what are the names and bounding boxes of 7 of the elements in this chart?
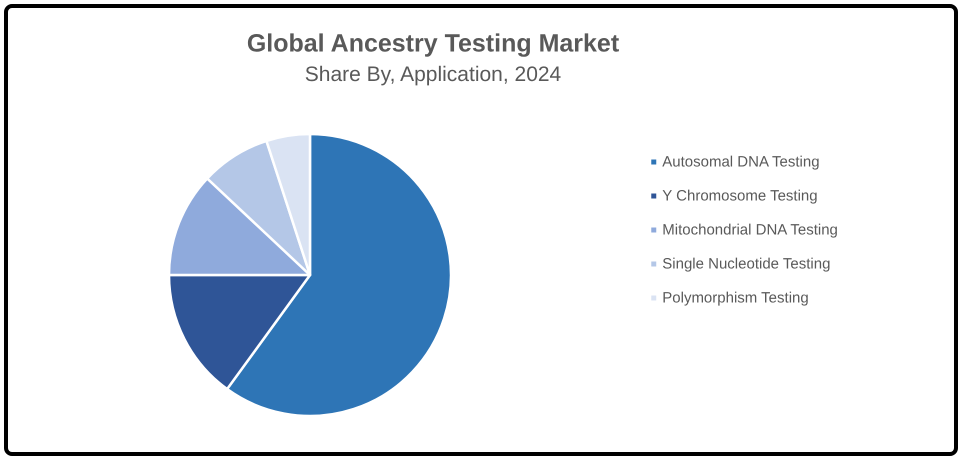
chart-subtitle: Share By, Application, 2024 (304, 63, 562, 86)
legend-label: Autosomal DNA Testing (662, 154, 820, 170)
legend-label: Mitochondrial DNA Testing (662, 222, 838, 238)
legend-label: Y Chromosome Testing (662, 188, 818, 204)
legend-label: Polymorphism Testing (662, 290, 809, 306)
chart-title: Global Ancestry Testing Market (246, 30, 620, 58)
legend-label: Single Nucleotide Testing (662, 256, 830, 272)
